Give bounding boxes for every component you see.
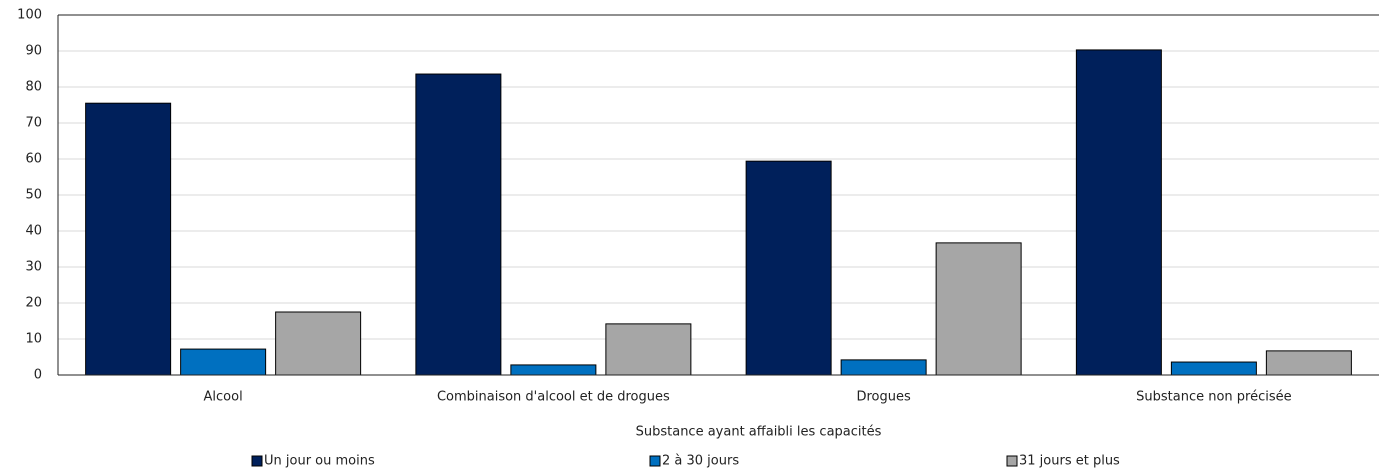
bar	[275, 311, 362, 376]
y-tick-label: 90	[25, 44, 42, 59]
y-tick-label: 0	[34, 368, 42, 383]
x-tick-label: Combinaison d'alcool et de drogues	[437, 390, 670, 405]
y-tick-label: 30	[25, 260, 42, 275]
legend-swatch	[251, 455, 263, 467]
legend-swatch	[649, 455, 661, 467]
legend-label: Un jour ou moins	[264, 454, 375, 469]
bar	[1075, 49, 1162, 376]
y-tick-label: 60	[25, 152, 42, 167]
bar	[85, 102, 172, 376]
legend-swatch	[1006, 455, 1018, 467]
bar	[180, 348, 267, 376]
bar	[1265, 350, 1352, 376]
y-tick-label: 20	[25, 296, 42, 311]
bar	[605, 323, 692, 376]
y-tick-label: 50	[25, 188, 42, 203]
bar	[510, 364, 597, 376]
x-axis-title: Substance ayant affaibli les capacités	[636, 425, 882, 440]
x-tick-label: Alcool	[204, 390, 243, 405]
bar	[1170, 361, 1257, 376]
x-tick-label: Drogues	[856, 390, 911, 405]
bar	[935, 242, 1022, 376]
legend-label: 31 jours et plus	[1019, 454, 1120, 469]
bar	[415, 73, 502, 376]
legend-label: 2 à 30 jours	[662, 454, 739, 469]
y-tick-label: 70	[25, 116, 42, 131]
y-tick-label: 80	[25, 80, 42, 95]
bar	[840, 359, 927, 376]
x-tick-label: Substance non précisée	[1136, 390, 1292, 405]
y-tick-label: 100	[17, 8, 42, 23]
y-tick-label: 10	[25, 332, 42, 347]
y-tick-label: 40	[25, 224, 42, 239]
bar	[745, 160, 832, 376]
